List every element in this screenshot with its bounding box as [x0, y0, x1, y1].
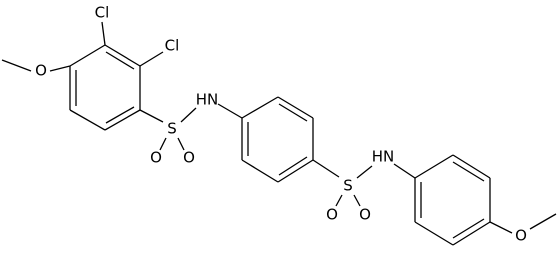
atom-label: O: [150, 149, 162, 167]
atom-label: S: [167, 120, 177, 138]
atom-label: S: [343, 177, 353, 195]
atom-label: HN: [372, 148, 395, 166]
atom-label: Cl: [165, 37, 180, 55]
atom-label: Cl: [95, 4, 110, 22]
atom-label: O: [515, 227, 527, 245]
atom-label: HN: [196, 91, 219, 109]
atom-label: O: [35, 62, 47, 80]
bonds: [1, 21, 557, 246]
atom-label: O: [326, 206, 338, 224]
atom-label: O: [183, 149, 195, 167]
atom-label: O: [359, 206, 371, 224]
atom-labels: Cl Cl O S O O HN S O O HN O: [35, 4, 527, 245]
